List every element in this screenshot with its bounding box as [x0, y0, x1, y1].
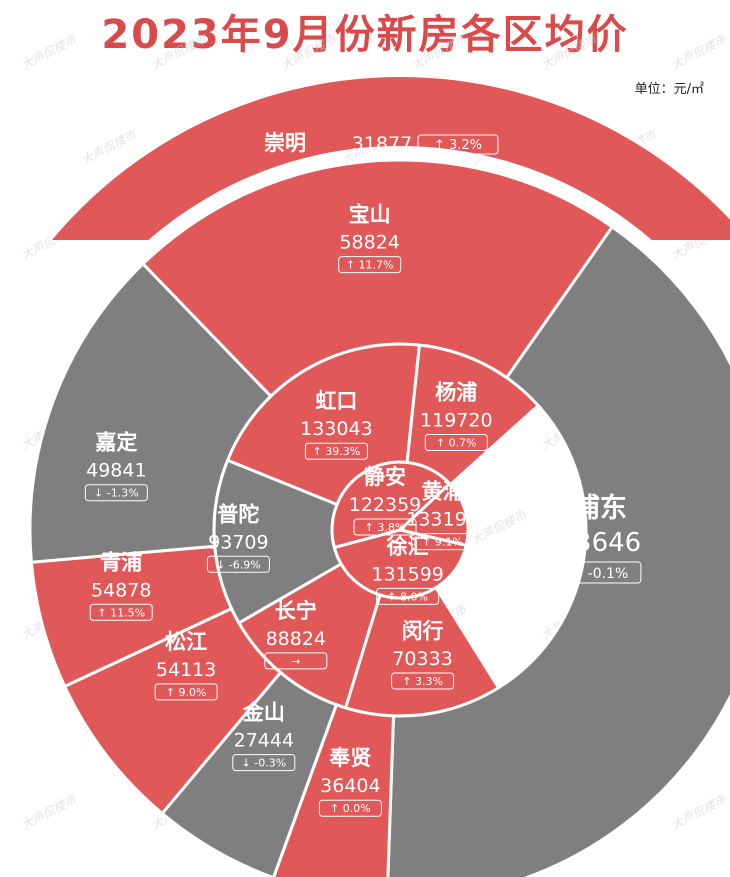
page-title: 2023年9月份新房各区均价: [101, 12, 629, 58]
slice-嘉定[interactable]: [28, 261, 273, 564]
district-name: 松江: [165, 630, 207, 654]
slice-label-金山: 金山 27444 ↓ -0.3%: [232, 701, 296, 772]
district-name: 静安: [364, 465, 406, 489]
slice-奉贤[interactable]: [272, 702, 396, 877]
district-name: 普陀: [217, 502, 259, 526]
district-name: 徐汇: [386, 534, 429, 558]
district-name: 奉贤: [328, 746, 371, 770]
change-percent: ↓ -0.1%: [571, 566, 628, 582]
district-name: 崇明: [264, 131, 306, 155]
district-price: 88824: [266, 628, 326, 650]
change-percent: ↑ 3.2%: [434, 138, 482, 153]
change-badge: [264, 652, 328, 670]
slice-label-长宁: 长宁 88824 →: [264, 599, 328, 670]
change-percent: ↑ 3.3%: [402, 675, 443, 688]
change-badge: [376, 587, 440, 605]
watermark-text: 大声侃楼市: [669, 791, 730, 832]
district-price: 133043: [300, 418, 373, 440]
district-name: 虹口: [315, 389, 357, 413]
slice-label-青浦: 青浦 54878 ↑ 11.5%: [89, 550, 153, 621]
district-name: 浦东: [573, 492, 627, 524]
district-name: 嘉定: [95, 431, 137, 455]
change-percent: ↑ 0.7%: [436, 437, 477, 450]
change-badge: [304, 442, 368, 460]
district-name: 长宁: [275, 599, 317, 623]
change-badge: [411, 533, 475, 551]
slice-崇明[interactable]: [18, 73, 730, 322]
watermark-text: 大声侃楼市: [409, 31, 470, 72]
unit-label: 单位：元/㎡: [634, 82, 704, 97]
slice-label-闵行: 闵行 70333 ↑ 3.3%: [391, 619, 455, 690]
change-percent: ↓ -6.9%: [216, 558, 261, 571]
label-layer: 静安 122359 ↑ 3.8% 黄浦 133195 ↑ 9.1%徐汇 131599 ↑ 8.…: [84, 131, 642, 817]
change-percent: ↑ 9.1%: [422, 536, 463, 549]
slice-浦东[interactable]: [386, 224, 730, 877]
district-price: 70333: [392, 648, 452, 670]
district-price: 122359: [349, 494, 422, 516]
change-badge: [558, 561, 642, 584]
district-price: 131599: [371, 563, 444, 585]
change-percent: ↑ 11.5%: [97, 606, 145, 619]
district-price: 133195: [406, 509, 479, 531]
slice-label-杨浦: 杨浦 119720 ↑ 0.7%: [420, 381, 493, 452]
slice-label-浦东: 浦东 63646 ↓ -0.1%: [558, 492, 642, 584]
change-percent: ↓ -1.3%: [94, 487, 139, 500]
watermark-text: 大声侃楼市: [19, 791, 80, 832]
slice-宝山[interactable]: [140, 158, 615, 399]
change-badge: [89, 603, 153, 621]
change-badge: [206, 555, 270, 573]
slice-label-松江: 松江 54113 ↑ 9.0%: [154, 630, 218, 701]
slice-label-崇明: 崇明 31877 ↑ 3.2%: [264, 131, 499, 155]
change-badge: [391, 672, 455, 690]
change-badge: [353, 518, 417, 536]
change-percent: ↑ 3.8%: [365, 521, 406, 534]
district-name: 青浦: [100, 550, 142, 574]
district-price: 119720: [420, 410, 493, 432]
change-badge: [84, 484, 148, 502]
district-name: 宝山: [349, 203, 391, 227]
slice-label-普陀: 普陀 93709 ↓ -6.9%: [206, 502, 270, 573]
district-price: 93709: [208, 531, 268, 553]
watermark-text: 大声侃楼市: [149, 31, 210, 72]
slice-label-虹口: 虹口 133043 ↑ 39.3%: [300, 389, 373, 460]
change-percent: ↑ 8.0%: [387, 590, 428, 603]
change-badge: [154, 683, 218, 701]
district-price: 63646: [559, 528, 642, 558]
slice-layer: [18, 73, 730, 877]
change-percent: →: [291, 655, 300, 668]
district-price: 36404: [320, 775, 380, 797]
watermark-text: 大声侃楼市: [669, 31, 730, 72]
slice-label-奉贤: 奉贤 36404 ↑ 0.0%: [318, 746, 382, 817]
change-badge: [424, 434, 488, 452]
district-name: 杨浦: [435, 381, 477, 405]
district-price: 54878: [91, 579, 151, 601]
district-name: 金山: [242, 701, 285, 725]
district-name: 黄浦: [422, 480, 464, 504]
change-percent: ↑ 9.0%: [166, 686, 207, 699]
slice-label-静安: 静安 122359 ↑ 3.8%: [349, 465, 422, 536]
slice-label-徐汇: 徐汇 131599 ↑ 8.0%: [371, 534, 444, 605]
watermark-text: 大声侃楼市: [539, 31, 600, 72]
district-name: 闵行: [402, 619, 444, 643]
district-price: 49841: [86, 460, 146, 482]
slice-label-宝山: 宝山 58824 ↑ 11.7%: [338, 203, 402, 274]
slice-label-黄浦: 黄浦 133195 ↑ 9.1%: [406, 480, 479, 551]
district-price: 58824: [339, 232, 399, 254]
change-percent: ↑ 39.3%: [313, 445, 361, 458]
watermark-text: 大声侃楼市: [19, 31, 80, 72]
watermark-text: 大声侃楼市: [279, 31, 340, 72]
change-percent: ↓ -0.3%: [242, 757, 287, 770]
change-percent: ↑ 11.7%: [346, 259, 394, 272]
change-badge: [232, 754, 296, 772]
change-percent: ↑ 0.0%: [330, 802, 371, 815]
slice-label-嘉定: 嘉定 49841 ↓ -1.3%: [84, 431, 148, 502]
district-price: 54113: [156, 659, 216, 681]
district-price: 31877: [352, 133, 412, 155]
change-badge: [417, 134, 499, 155]
change-badge: [318, 799, 382, 817]
change-badge: [338, 256, 402, 274]
district-price: 27444: [234, 730, 294, 752]
